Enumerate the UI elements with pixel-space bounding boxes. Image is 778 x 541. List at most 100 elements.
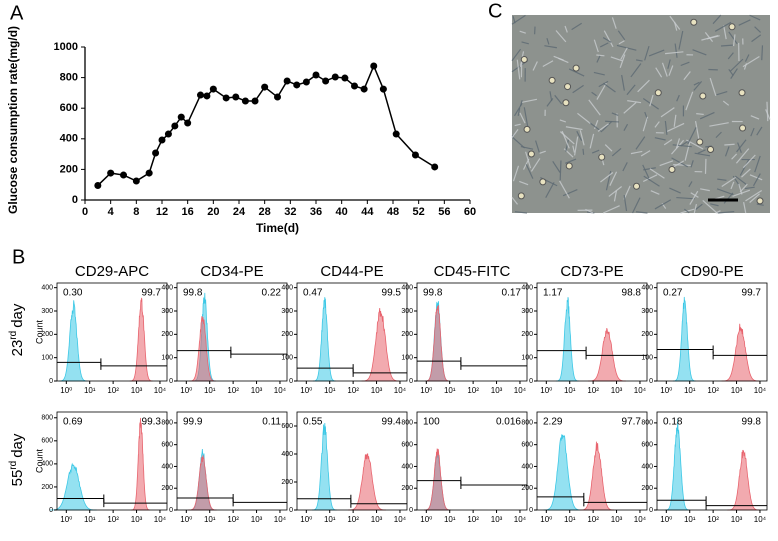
cell xyxy=(716,188,734,196)
y-tick-label: 0 xyxy=(169,378,173,385)
y-tick-label: 100 xyxy=(41,355,53,362)
cell xyxy=(690,192,699,198)
x-tick-label: 10⁴ xyxy=(514,515,527,524)
cell xyxy=(568,68,585,77)
cell xyxy=(700,188,710,192)
data-point xyxy=(370,62,378,70)
gate-label: 99.3 xyxy=(142,417,162,428)
cell xyxy=(752,173,761,187)
cell xyxy=(649,94,654,107)
cell xyxy=(588,99,601,116)
cell xyxy=(600,172,614,183)
cell xyxy=(661,62,668,77)
cell xyxy=(598,80,609,88)
gate xyxy=(537,346,587,355)
y-tick-label: 600 xyxy=(641,442,653,449)
gate-label: 99.7 xyxy=(142,288,162,299)
y-tick-label: 100 xyxy=(641,355,653,362)
round-cell xyxy=(654,89,662,97)
histogram xyxy=(424,305,450,382)
cell xyxy=(542,60,554,68)
x-tick-label: 10³ xyxy=(491,386,503,395)
x-tick-label: 10³ xyxy=(131,515,143,524)
y-tick-label: 300 xyxy=(161,308,173,315)
cell xyxy=(603,82,616,93)
cell xyxy=(611,17,617,29)
x-tick-label: 10¹ xyxy=(564,515,576,524)
panel-title: CD90-PE xyxy=(680,263,743,280)
y-tick-label: 0 xyxy=(409,507,413,514)
data-point xyxy=(164,130,172,138)
y-tick-label: 800 xyxy=(521,420,533,427)
x-tick-label: 10⁰ xyxy=(60,386,72,395)
histogram xyxy=(580,441,615,511)
data-point xyxy=(107,169,115,177)
gate xyxy=(230,350,287,359)
x-tick-label: 10³ xyxy=(131,386,143,395)
round-cell xyxy=(633,182,641,190)
cell xyxy=(685,91,694,111)
cell xyxy=(731,153,738,160)
cell xyxy=(742,55,760,68)
cell xyxy=(704,32,714,42)
cell xyxy=(565,158,577,164)
y-tick-label: 800 xyxy=(641,420,653,427)
histogram xyxy=(672,296,696,382)
gate xyxy=(232,498,287,507)
data-point xyxy=(431,163,439,171)
cell xyxy=(668,65,674,76)
gate-label: 99.8 xyxy=(183,288,203,299)
cell xyxy=(511,14,526,25)
gate xyxy=(585,351,647,360)
cell xyxy=(564,25,568,33)
data-point xyxy=(158,136,166,144)
x-tick-label: 10³ xyxy=(611,515,623,524)
cell xyxy=(627,100,642,104)
cell xyxy=(756,203,764,206)
gate xyxy=(352,368,407,377)
y-tick-label: 0 xyxy=(649,378,653,385)
cell xyxy=(730,181,735,190)
y-tick-label: 400 xyxy=(521,285,533,292)
cell xyxy=(601,121,613,132)
y-tick-label: 0 xyxy=(72,194,78,206)
cell xyxy=(635,211,648,214)
cell xyxy=(591,149,600,154)
y-tick-label: 800 xyxy=(161,420,173,427)
y-tick-label: 300 xyxy=(521,308,533,315)
x-tick-label: 10¹ xyxy=(204,515,216,524)
x-tick-label: 10⁰ xyxy=(60,515,72,524)
cell xyxy=(750,115,760,120)
data-point xyxy=(392,130,400,138)
x-tick-label: 10⁴ xyxy=(514,386,527,395)
cell xyxy=(514,123,521,127)
x-tick-label: 10⁰ xyxy=(420,386,432,395)
cell xyxy=(610,56,623,62)
cell xyxy=(520,145,534,150)
cell xyxy=(622,162,628,172)
cell xyxy=(623,123,629,132)
cell xyxy=(591,91,597,97)
cell xyxy=(618,40,625,45)
gate xyxy=(460,480,527,489)
cell xyxy=(519,180,529,186)
cell xyxy=(721,176,736,188)
cell xyxy=(675,138,681,149)
y-tick-label: 200 xyxy=(41,331,53,338)
cell xyxy=(749,174,763,181)
data-point xyxy=(331,73,339,81)
y-tick-label: 400 xyxy=(641,463,653,470)
gate-label: 0.17 xyxy=(502,288,522,299)
cell xyxy=(756,126,763,136)
round-cell xyxy=(668,166,676,174)
x-tick-label: 28 xyxy=(259,206,271,218)
cell xyxy=(741,168,751,178)
cell xyxy=(736,139,747,153)
y-tick-label: 200 xyxy=(521,331,533,338)
cell xyxy=(723,192,734,204)
gate xyxy=(460,361,527,370)
x-tick-label: 10³ xyxy=(371,515,383,524)
y-tick-label: 0 xyxy=(529,507,533,514)
gate-label: 0.18 xyxy=(663,417,683,428)
